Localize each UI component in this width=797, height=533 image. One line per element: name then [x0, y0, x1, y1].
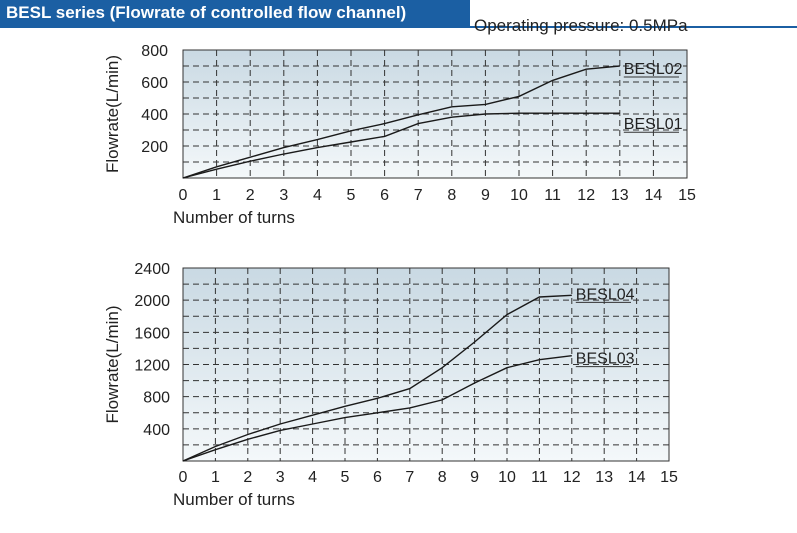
plot-frame [182, 267, 670, 462]
series-line-besl03 [182, 355, 572, 462]
series-line-besl01 [182, 112, 620, 179]
plot-frame [182, 49, 688, 179]
x-tick-label: 4 [308, 469, 317, 486]
x-tick-label: 11 [531, 469, 548, 486]
y-axis-title: Flowrate(L/min) [103, 305, 122, 423]
x-tick-label: 7 [414, 187, 423, 204]
y-tick-label: 800 [141, 43, 168, 60]
title-underline [0, 26, 797, 28]
y-tick-label: 1200 [134, 358, 170, 375]
x-tick-label: 7 [405, 469, 414, 486]
x-tick-label: 10 [498, 469, 516, 486]
y-tick-label: 200 [141, 139, 168, 156]
y-tick-label: 400 [143, 422, 170, 439]
x-tick-label: 3 [276, 469, 285, 486]
x-tick-label: 0 [179, 469, 188, 486]
x-tick-label: 11 [544, 187, 561, 204]
x-tick-label: 6 [380, 187, 389, 204]
x-tick-label: 14 [628, 469, 646, 486]
x-tick-label: 9 [481, 187, 490, 204]
x-tick-label: 6 [373, 469, 382, 486]
series-label-besl01: BESL01 [624, 116, 683, 133]
series-label-besl02: BESL02 [624, 61, 683, 78]
x-tick-label: 8 [447, 187, 456, 204]
x-tick-label: 12 [563, 469, 581, 486]
y-tick-label: 400 [141, 107, 168, 124]
x-axis-title: Number of turns [173, 490, 295, 509]
x-tick-label: 2 [246, 187, 255, 204]
y-tick-label: 2400 [134, 261, 170, 278]
series-label-besl04: BESL04 [576, 286, 635, 303]
x-tick-label: 0 [179, 187, 188, 204]
x-tick-label: 10 [510, 187, 528, 204]
y-tick-label: 600 [141, 75, 168, 92]
x-tick-label: 15 [660, 469, 678, 486]
x-tick-label: 14 [645, 187, 663, 204]
x-tick-label: 8 [438, 469, 447, 486]
x-tick-label: 5 [341, 469, 350, 486]
series-line-besl04 [182, 294, 572, 462]
x-tick-label: 9 [470, 469, 479, 486]
series-label-besl03: BESL03 [576, 351, 635, 368]
x-tick-label: 13 [611, 187, 629, 204]
operating-pressure-note: Operating pressure: 0.5MPa [474, 16, 688, 35]
x-tick-label: 1 [212, 187, 221, 204]
y-tick-label: 1600 [134, 325, 170, 342]
x-tick-label: 2 [243, 469, 252, 486]
series-line-besl02 [182, 65, 620, 179]
chart-title: BESL series (Flowrate of controlled flow… [0, 0, 470, 26]
y-tick-label: 2000 [134, 293, 170, 310]
x-tick-label: 1 [211, 469, 220, 486]
x-tick-label: 4 [313, 187, 322, 204]
x-tick-label: 15 [678, 187, 696, 204]
x-tick-label: 5 [347, 187, 356, 204]
y-tick-label: 800 [143, 390, 170, 407]
x-tick-label: 12 [577, 187, 595, 204]
x-tick-label: 13 [595, 469, 613, 486]
y-axis-title: Flowrate(L/min) [103, 55, 122, 173]
x-axis-title: Number of turns [173, 208, 295, 227]
x-tick-label: 3 [279, 187, 288, 204]
